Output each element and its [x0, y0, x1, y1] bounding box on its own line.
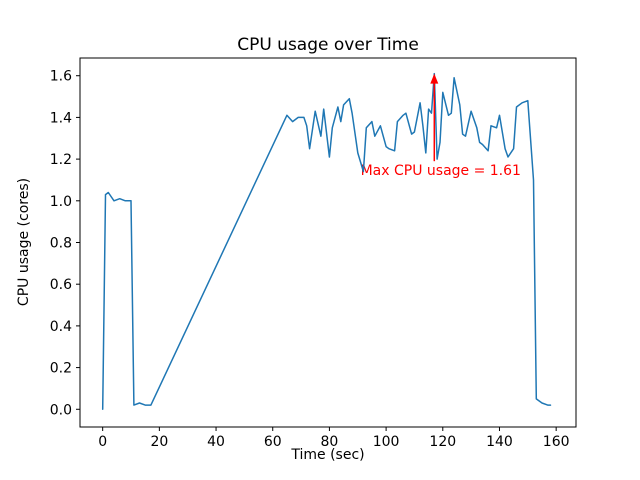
x-axis-label: Time (sec)	[291, 447, 365, 463]
y-tick-label: 0.8	[50, 236, 72, 252]
axes-frame	[79, 57, 577, 428]
x-tick-label: 40	[207, 434, 225, 450]
max-cpu-annotation: Max CPU usage = 1.61	[360, 162, 521, 179]
cpu-usage-line	[101, 72, 552, 411]
y-tick-label: 0.6	[50, 277, 72, 293]
x-tick-label: 120	[429, 434, 456, 450]
x-tick-label: 80	[321, 434, 339, 450]
x-tick-label: 140	[486, 434, 513, 450]
x-tick-label: 20	[150, 434, 168, 450]
x-tick-label: 0	[98, 434, 107, 450]
x-tick-label: 160	[543, 434, 570, 450]
y-tick-label: 1.6	[50, 69, 72, 85]
y-tick-label: 1.0	[50, 194, 72, 210]
y-tick-label: 0.2	[50, 361, 72, 377]
y-tick-label: 0.4	[50, 319, 72, 335]
x-tick-label: 60	[264, 434, 282, 450]
chart-title: CPU usage over Time	[237, 35, 419, 55]
annotation-arrowhead-icon	[430, 73, 439, 84]
x-tick-label: 100	[373, 434, 400, 450]
y-tick-label: 1.4	[50, 110, 72, 126]
y-tick-label: 0.0	[50, 402, 72, 418]
y-tick-label: 1.2	[50, 152, 72, 168]
